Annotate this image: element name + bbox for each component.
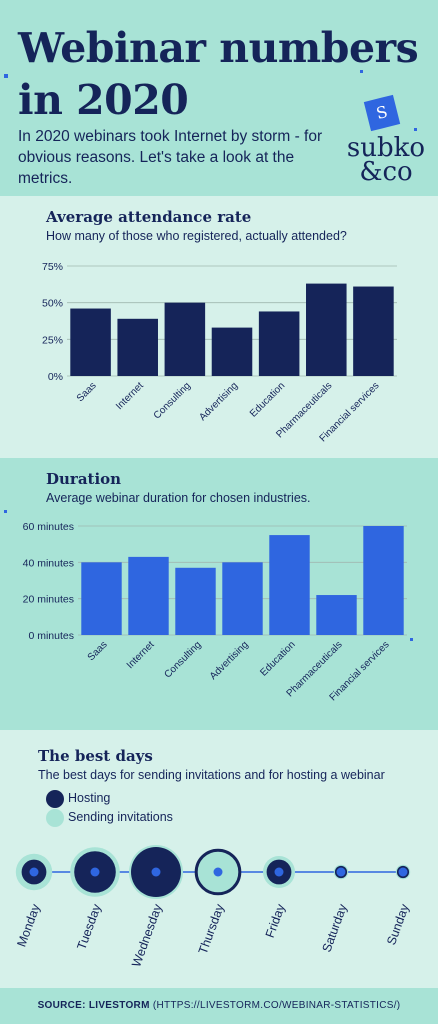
y-tick-label: 40 minutes — [23, 557, 74, 569]
x-tick-label: Education — [258, 639, 297, 678]
bar-saas — [81, 562, 122, 635]
attendance-section: Average attendance rate How many of thos… — [0, 196, 438, 458]
x-tick-label: Advertising — [208, 639, 251, 682]
bar-pharmaceuticals — [306, 283, 347, 376]
bar-consulting — [175, 567, 216, 635]
bar-consulting — [164, 302, 206, 376]
day-label-sunday: Sunday — [384, 902, 412, 947]
footer: SOURCE: LIVESTORM (HTTPS://LIVESTORM.CO/… — [0, 988, 438, 1024]
decor-square — [414, 128, 417, 131]
y-tick-label: 0 minutes — [28, 630, 74, 642]
best-days-subtitle: The best days for sending invitations an… — [38, 768, 385, 782]
timeline-marker-sunday — [398, 867, 408, 877]
day-label-friday: Friday — [263, 902, 288, 940]
day-label-tuesday: Tuesday — [74, 902, 104, 952]
duration-chart: 0 minutes 20 minutes 40 minutes 60 minutes S… — [23, 521, 407, 703]
legend-hosting-swatch — [46, 790, 64, 808]
y-tick-label: 60 minutes — [23, 521, 74, 533]
y-tick-label: 50% — [42, 298, 63, 310]
x-tick-label: Consulting — [162, 639, 203, 680]
bar-education — [258, 311, 300, 376]
logo-line-1: subko — [346, 133, 426, 163]
legend-hosting-label: Hosting — [68, 791, 111, 805]
logo-line-2: &co — [359, 157, 413, 187]
page-title: Webinar numbers in 2020 — [18, 22, 419, 126]
x-tick-label: Advertising — [197, 380, 240, 423]
decor-square — [4, 510, 7, 513]
y-tick-label: 25% — [42, 334, 63, 346]
bar-financial-services — [363, 526, 404, 635]
attendance-chart: 0% 25% 50% 75% Saas Internet Consulting Adverti… — [42, 261, 397, 444]
day-label-saturday: Saturday — [320, 902, 351, 955]
bar-saas — [70, 308, 111, 376]
source-url: (HTTPS://LIVESTORM.CO/WEBINAR-STATISTICS… — [152, 1000, 401, 1011]
x-tick-label: Education — [248, 380, 287, 419]
bar-pharmaceuticals — [316, 595, 357, 635]
y-tick-label: 0% — [48, 371, 63, 383]
bar-internet — [128, 556, 169, 635]
x-tick-label: Saas — [75, 380, 99, 404]
x-tick-label: Internet — [125, 639, 157, 671]
duration-subtitle: Average webinar duration for chosen indu… — [46, 491, 311, 505]
timeline-marker-tuesday — [90, 867, 100, 877]
legend-sending-swatch — [46, 809, 64, 827]
decor-square — [360, 70, 363, 73]
y-tick-label: 75% — [42, 261, 63, 273]
decor-square — [4, 74, 8, 78]
x-tick-label: Consulting — [152, 380, 193, 421]
source-label: SOURCE: LIVESTORM — [37, 1000, 150, 1011]
timeline-marker-friday — [274, 867, 284, 877]
bar-advertising — [222, 562, 263, 635]
legend-sending-label: Sending invitations — [68, 810, 173, 824]
timeline-marker-wednesday — [151, 867, 161, 877]
bar-education — [269, 535, 310, 635]
day-label-wednesday: Wednesday — [129, 902, 165, 969]
x-tick-label: Internet — [114, 380, 146, 412]
hosting-bubble-thursday — [194, 848, 242, 896]
best-days-section: The best days The best days for sending … — [0, 730, 438, 988]
best-days-title: The best days — [38, 747, 153, 765]
day-label-monday: Monday — [14, 902, 43, 949]
page-subtitle: In 2020 webinars took Internet by storm … — [18, 128, 323, 187]
title-line-1: Webinar numbers — [18, 24, 419, 72]
bar-financial-services — [353, 286, 394, 376]
bar-internet — [117, 318, 158, 376]
attendance-subtitle: How many of those who registered, actual… — [46, 229, 347, 243]
day-label-thursday: Thursday — [196, 902, 227, 956]
duration-title: Duration — [46, 470, 122, 488]
timeline-marker-saturday — [336, 867, 346, 877]
best-days-chart: Monday Tuesday Wednesday Thursday Friday Satu… — [14, 845, 412, 969]
x-tick-label: Saas — [86, 639, 110, 663]
title-line-2: in 2020 — [18, 76, 189, 124]
duration-section: Duration Average webinar duration for ch… — [0, 458, 438, 730]
y-tick-label: 20 minutes — [23, 594, 74, 606]
attendance-title: Average attendance rate — [46, 208, 252, 226]
bar-advertising — [211, 327, 253, 376]
logo: subko &co — [340, 133, 432, 187]
timeline-marker-thursday — [213, 867, 223, 877]
decor-square — [410, 638, 413, 641]
timeline-marker-monday — [29, 867, 39, 877]
header: Webinar numbers in 2020 In 2020 webinars… — [0, 0, 438, 196]
